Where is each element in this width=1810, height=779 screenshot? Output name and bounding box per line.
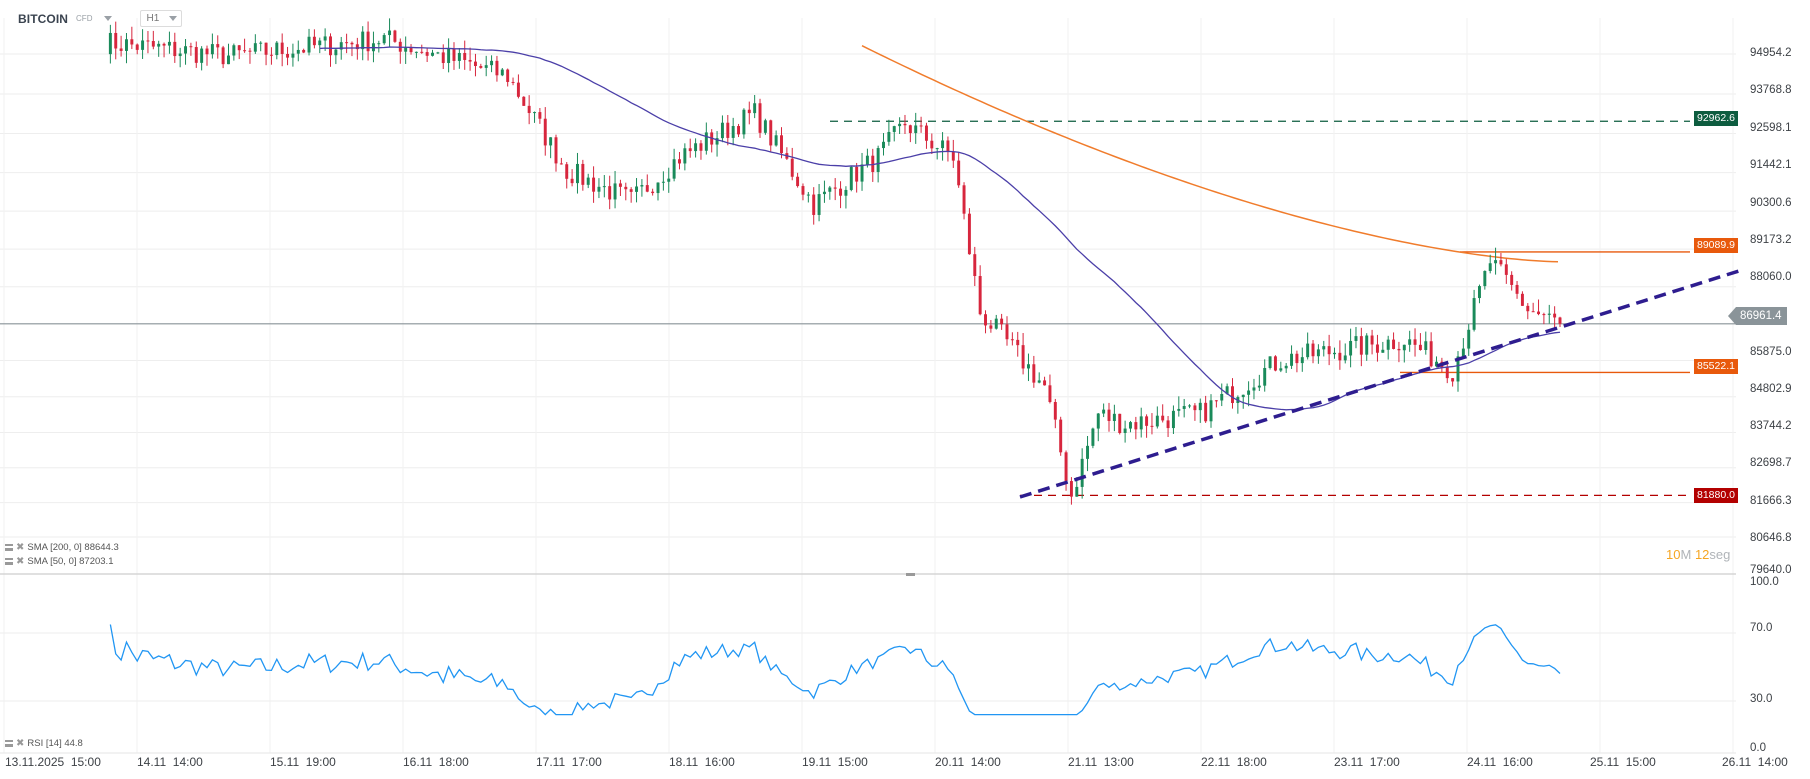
price-tick: 91442.1 — [1750, 159, 1792, 171]
settings-icon[interactable] — [5, 544, 13, 551]
sma200-line[interactable] — [861, 45, 1559, 263]
sma50-legend-label: SMA [50, 0] 87203.1 — [27, 556, 114, 567]
time-tick: 17.11 17:00 — [536, 755, 602, 769]
time-tick: 21.11 13:00 — [1068, 755, 1134, 769]
time-tick: 19.11 15:00 — [802, 755, 868, 769]
time-tick: 22.11 18:00 — [1201, 755, 1267, 769]
rsi-grid-lines — [0, 632, 1736, 702]
time-tick: 13.11.2025 15:00 — [5, 755, 101, 769]
price-tick: 79640.0 — [1750, 564, 1792, 576]
rsi-legend-label: RSI [14] 44.8 — [27, 738, 83, 749]
time-tick: 16.11 18:00 — [403, 755, 469, 769]
price-tick: 89173.2 — [1750, 234, 1792, 246]
sma200-legend: ✖ SMA [200, 0] 88644.3 — [5, 542, 119, 553]
price-tick: 94954.2 — [1750, 47, 1792, 59]
time-tick: 20.11 14:00 — [935, 755, 1001, 769]
level-tag-89089[interactable]: 89089.9 — [1694, 238, 1738, 253]
candlesticks — [108, 18, 1562, 505]
rsi-tick: 30.0 — [1750, 693, 1773, 705]
symbol-dropdown-icon[interactable] — [104, 16, 113, 21]
sma200-legend-label: SMA [200, 0] 88644.3 — [27, 542, 119, 553]
close-icon[interactable]: ✖ — [16, 541, 25, 553]
rsi-tick: 100.0 — [1750, 576, 1779, 588]
rsi-legend: ✖ RSI [14] 44.8 — [5, 738, 83, 749]
pane-resize-handle[interactable] — [906, 573, 915, 576]
level-tag-81880[interactable]: 81880.0 — [1694, 488, 1738, 503]
chevron-down-icon — [169, 16, 178, 21]
price-tick: 88060.0 — [1750, 271, 1792, 283]
rsi-tick: 70.0 — [1750, 622, 1773, 634]
sma50-legend: ✖ SMA [50, 0] 87203.1 — [5, 556, 113, 567]
price-tick: 92598.1 — [1750, 122, 1792, 134]
price-tick: 80646.8 — [1750, 532, 1792, 544]
time-tick: 23.11 17:00 — [1334, 755, 1400, 769]
timeframe-value: H1 — [146, 13, 160, 24]
rsi-tick: 0.0 — [1750, 742, 1766, 754]
time-tick: 15.11 19:00 — [270, 755, 336, 769]
symbol-type: CFD — [76, 14, 93, 23]
candle-countdown-timer: 10M 12seg — [1666, 547, 1730, 562]
time-tick: 14.11 14:00 — [137, 755, 203, 769]
chart-header: BITCOIN CFD H1 — [18, 10, 183, 27]
trendline[interactable] — [1019, 268, 1743, 499]
rsi-line — [109, 624, 1561, 716]
level-tag-85522[interactable]: 85522.1 — [1694, 359, 1738, 374]
price-tick: 81666.3 — [1750, 495, 1792, 507]
timer-minutes-unit: M — [1680, 547, 1692, 562]
grid-lines — [0, 18, 1736, 753]
settings-icon[interactable] — [5, 558, 13, 565]
price-tick: 93768.8 — [1750, 84, 1792, 96]
settings-icon[interactable] — [5, 740, 13, 747]
price-tick: 84802.9 — [1750, 383, 1792, 395]
level-tag-92962[interactable]: 92962.6 — [1694, 111, 1738, 126]
time-tick: 24.11 16:00 — [1467, 755, 1533, 769]
time-tick: 26.11 14:00 — [1722, 755, 1788, 769]
price-tick: 90300.6 — [1750, 197, 1792, 209]
time-tick: 18.11 16:00 — [669, 755, 735, 769]
timer-seconds-unit: seg — [1709, 547, 1731, 562]
price-levels — [0, 120, 1736, 496]
timeframe-select[interactable]: H1 — [140, 10, 183, 27]
close-icon[interactable]: ✖ — [16, 555, 25, 567]
time-tick: 25.11 15:00 — [1590, 755, 1656, 769]
price-tick: 83744.2 — [1750, 420, 1792, 432]
timer-minutes: 10 — [1666, 547, 1681, 562]
close-icon[interactable]: ✖ — [16, 737, 25, 749]
price-tick: 82698.7 — [1750, 457, 1792, 469]
current-price-tag: 86961.4 — [1728, 307, 1787, 325]
timer-seconds: 12 — [1694, 547, 1710, 562]
price-tick: 85875.0 — [1750, 346, 1792, 358]
sma50-line[interactable] — [319, 46, 1561, 411]
symbol-name[interactable]: BITCOIN — [18, 11, 69, 26]
